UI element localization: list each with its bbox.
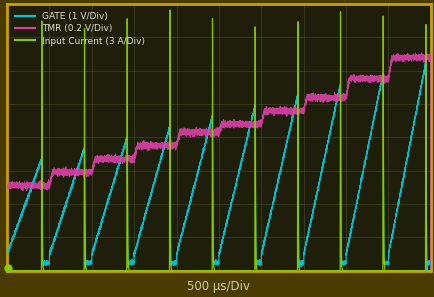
Legend: GATE (1 V/Div), TMR (0.2 V/Div), Input Current (3 A/Div): GATE (1 V/Div), TMR (0.2 V/Div), Input C… (11, 9, 148, 49)
X-axis label: 500 μs/Div: 500 μs/Div (187, 280, 250, 293)
